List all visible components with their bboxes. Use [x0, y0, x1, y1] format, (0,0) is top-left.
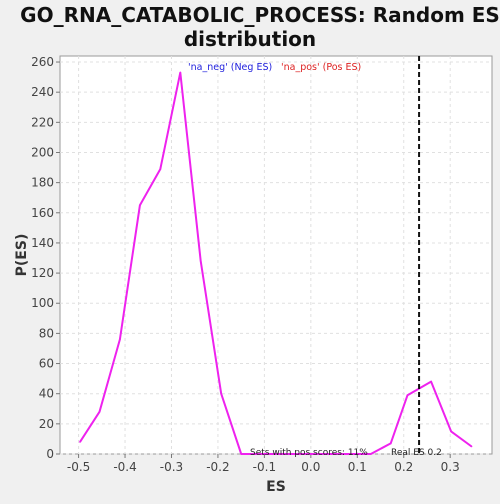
es-data-point	[369, 453, 372, 455]
es-data-point	[79, 441, 81, 443]
y-tick-label: 120	[31, 266, 54, 280]
es-data-point	[406, 394, 409, 397]
es-data-point	[139, 204, 141, 207]
y-tick-label: 240	[31, 85, 54, 99]
es-data-point	[240, 453, 242, 455]
y-axis-label: P(ES)	[14, 234, 30, 277]
es-data-point	[310, 453, 312, 455]
pos-scores-annotation: Sets with pos scores: 11%	[250, 448, 368, 458]
es-data-point	[389, 442, 392, 445]
es-data-point	[159, 168, 162, 170]
es-data-point	[220, 392, 222, 395]
y-tick-label: 40	[39, 387, 54, 401]
y-tick-label: 220	[31, 115, 54, 129]
chart-title-line-1: GO_RNA_CATABOLIC_PROCESS: Random ES	[20, 3, 500, 27]
chart-title-line-2: distribution	[184, 27, 316, 51]
es-data-point	[119, 338, 121, 341]
x-tick-label: 0.2	[394, 460, 413, 474]
y-tick-label: 20	[39, 417, 54, 431]
y-tick-label: 80	[39, 326, 54, 340]
series-layer	[79, 56, 473, 455]
es-data-point	[450, 430, 452, 433]
x-axis-label: ES	[266, 479, 286, 495]
axes: 0 20 40 60 80 100 120 140 160 180 200 220 240 260 -0.5…	[31, 55, 460, 474]
y-tick-label: 260	[31, 55, 54, 69]
y-tick-label: 160	[31, 206, 54, 220]
y-tick-label: 60	[39, 357, 54, 371]
y-tick-label: 140	[31, 236, 54, 250]
x-tick-label: -0.3	[160, 460, 183, 474]
es-data-point	[470, 445, 473, 448]
legend-neg-es: 'na_neg' (Neg ES)	[188, 62, 272, 73]
legend-pos-es: 'na_pos' (Pos ES)	[281, 62, 361, 73]
es-data-point	[199, 260, 202, 262]
y-tick-label: 100	[31, 296, 54, 310]
es-data-point	[179, 71, 182, 74]
y-tick-label: 0	[46, 447, 54, 461]
x-tick-label: -0.2	[206, 460, 229, 474]
x-tick-label: 0.1	[348, 460, 367, 474]
x-tick-label: -0.5	[67, 460, 90, 474]
y-tick-label: 180	[31, 176, 54, 190]
x-tick-label: 0.0	[301, 460, 320, 474]
es-data-point	[430, 380, 432, 383]
y-tick-label: 200	[31, 145, 54, 159]
x-tick-label: -0.4	[113, 460, 136, 474]
x-tick-label: -0.1	[253, 460, 276, 474]
x-tick-label: 0.3	[441, 460, 460, 474]
es-data-point	[98, 410, 101, 413]
real-es-label: Real ES 0.2	[391, 448, 442, 458]
es-data-point	[260, 453, 263, 455]
